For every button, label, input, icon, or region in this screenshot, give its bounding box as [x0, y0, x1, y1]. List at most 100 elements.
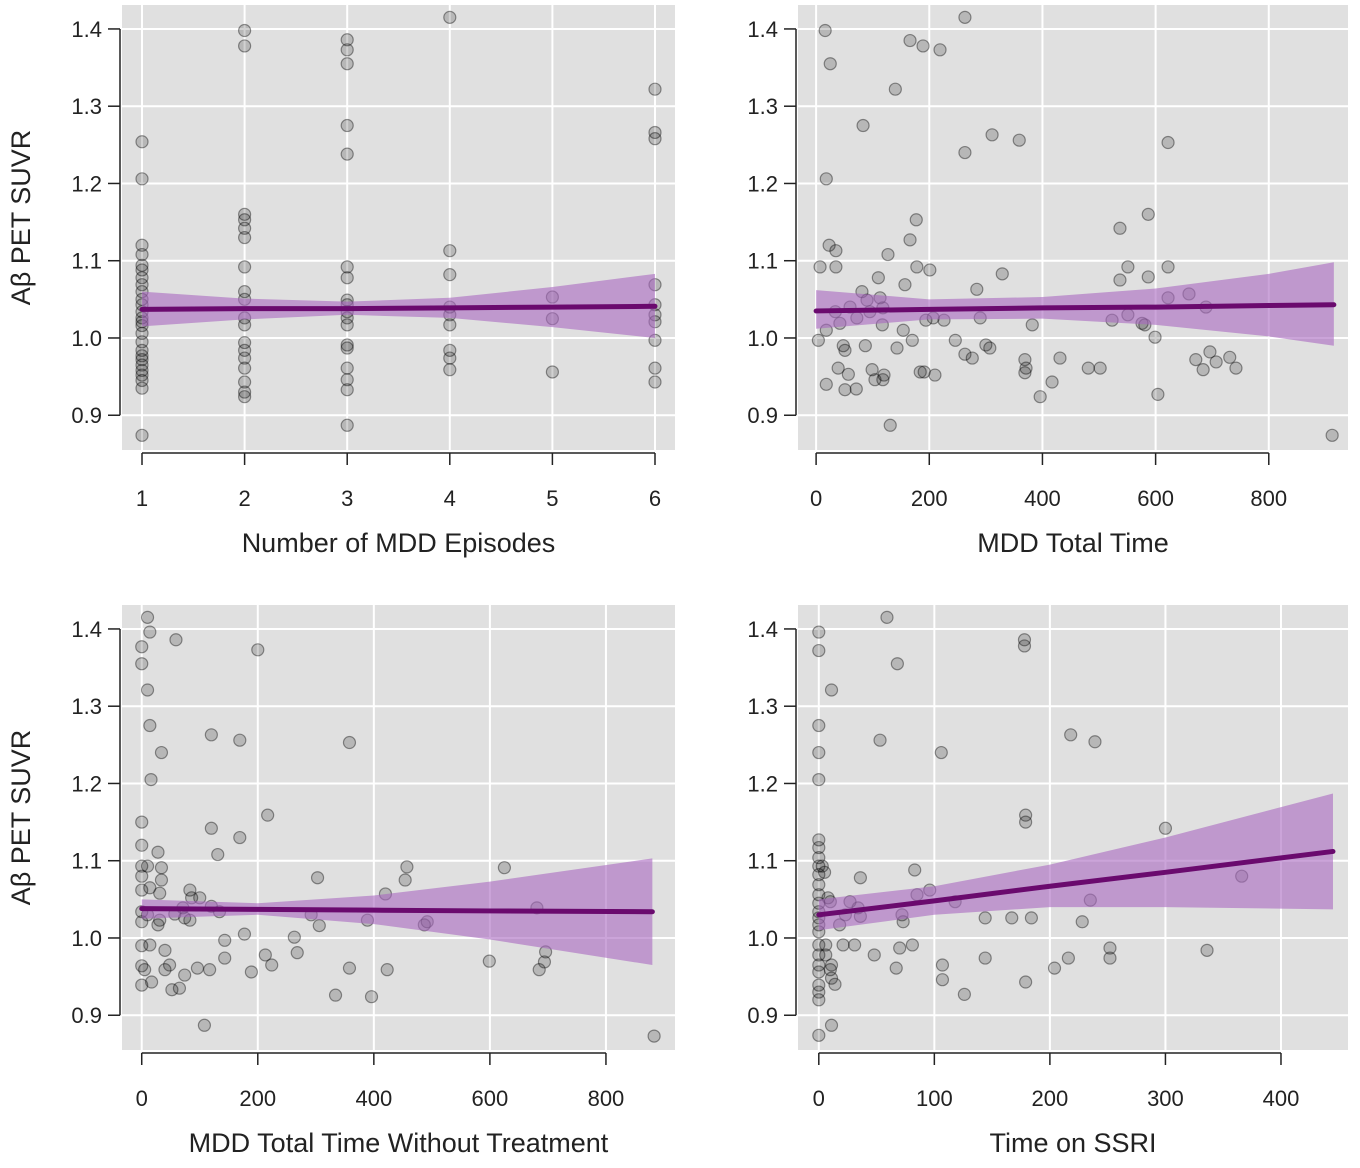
data-point	[265, 958, 279, 972]
data-point	[823, 57, 837, 71]
data-point	[135, 838, 149, 852]
data-point	[238, 343, 252, 357]
data-point	[648, 132, 662, 146]
data-point	[165, 983, 179, 997]
data-point	[153, 886, 167, 900]
panel: 0.9 1.0 1.1 1.2 1.3 1.4 1 2 3 4 5 6 Number of MDD Ep…	[6, 5, 675, 558]
data-point	[162, 958, 177, 972]
fit-line	[139, 303, 658, 312]
data-point	[238, 230, 252, 245]
data-point	[482, 954, 496, 968]
data-point	[811, 333, 825, 347]
y-tick-label: 1.1	[71, 249, 102, 274]
y-tick-label: 1.3	[747, 694, 778, 719]
data-point	[983, 341, 997, 355]
data-point	[1158, 821, 1173, 835]
x-tick-label: 1	[136, 486, 148, 511]
data-point	[1018, 353, 1032, 367]
data-point	[853, 871, 867, 885]
data-point	[151, 918, 165, 932]
data-point	[1012, 133, 1026, 147]
data-point	[933, 43, 947, 57]
data-point	[135, 869, 149, 883]
data-point	[135, 135, 149, 149]
data-point	[1053, 351, 1067, 365]
data-point	[812, 1028, 826, 1042]
data-point	[340, 147, 354, 161]
data-point	[218, 951, 232, 965]
data-point	[908, 863, 922, 877]
data-point	[909, 213, 923, 227]
data-point	[890, 341, 904, 355]
data-point	[135, 368, 149, 382]
data-point	[935, 973, 950, 987]
data-point	[340, 33, 354, 47]
data-point	[812, 965, 826, 979]
data-point	[340, 318, 354, 332]
data-point	[238, 351, 252, 365]
data-point	[958, 10, 972, 24]
data-point	[238, 390, 252, 404]
data-point	[923, 263, 937, 277]
data-point	[238, 213, 252, 227]
x-tick-label: 400	[355, 1086, 392, 1111]
data-point	[858, 339, 872, 353]
y-tick-label: 1.1	[747, 249, 778, 274]
y-tick-label: 1.4	[747, 617, 778, 642]
data-point	[1019, 815, 1033, 829]
x-tick-label: 600	[472, 1086, 509, 1111]
data-point	[144, 773, 158, 787]
data-point	[824, 683, 839, 697]
data-point	[890, 657, 904, 671]
data-point	[143, 625, 157, 639]
data-point	[1189, 353, 1203, 367]
data-point	[1018, 366, 1032, 380]
data-point	[135, 278, 149, 292]
data-point	[880, 610, 894, 624]
data-point	[979, 338, 993, 352]
data-point	[190, 961, 205, 975]
data-point	[443, 268, 457, 282]
data-point	[143, 881, 157, 895]
data-point	[238, 385, 252, 399]
data-point	[238, 221, 252, 235]
y-axis-label: Aβ PET SUVR	[6, 730, 36, 906]
data-point	[135, 657, 149, 671]
x-tick-label: 800	[588, 1086, 625, 1111]
data-point	[135, 883, 149, 897]
x-tick-label: 0	[813, 1086, 825, 1111]
data-point	[140, 610, 155, 624]
data-point	[1121, 260, 1135, 274]
data-point	[1113, 273, 1127, 287]
data-point	[138, 963, 152, 977]
data-point	[812, 745, 826, 760]
y-tick-label: 1.3	[71, 94, 102, 119]
data-point	[1325, 428, 1339, 442]
confidence-band	[818, 793, 1333, 931]
data-point	[144, 975, 159, 989]
data-point	[903, 233, 917, 247]
data-point	[204, 728, 218, 742]
x-tick-label: 200	[1032, 1086, 1069, 1111]
data-point	[340, 341, 354, 355]
y-tick-label: 1.2	[747, 171, 778, 196]
data-point	[812, 878, 826, 892]
data-point	[140, 859, 155, 873]
data-point	[883, 418, 897, 432]
x-tick-label: 5	[546, 486, 558, 511]
y-tick-label: 1.4	[71, 17, 102, 42]
data-point	[238, 23, 252, 38]
x-axis-label: Time on SSRI	[989, 1128, 1156, 1158]
data-point	[876, 373, 890, 387]
data-point	[135, 271, 149, 285]
data-point	[154, 745, 169, 760]
x-tick-label: 4	[444, 486, 456, 511]
fit-line	[816, 848, 1336, 918]
y-tick-label: 1.3	[747, 94, 778, 119]
data-point	[443, 318, 457, 332]
data-point	[258, 948, 272, 962]
data-point	[812, 868, 826, 882]
data-point	[1161, 135, 1175, 150]
data-point	[135, 373, 149, 388]
y-tick-label: 0.9	[747, 403, 778, 428]
